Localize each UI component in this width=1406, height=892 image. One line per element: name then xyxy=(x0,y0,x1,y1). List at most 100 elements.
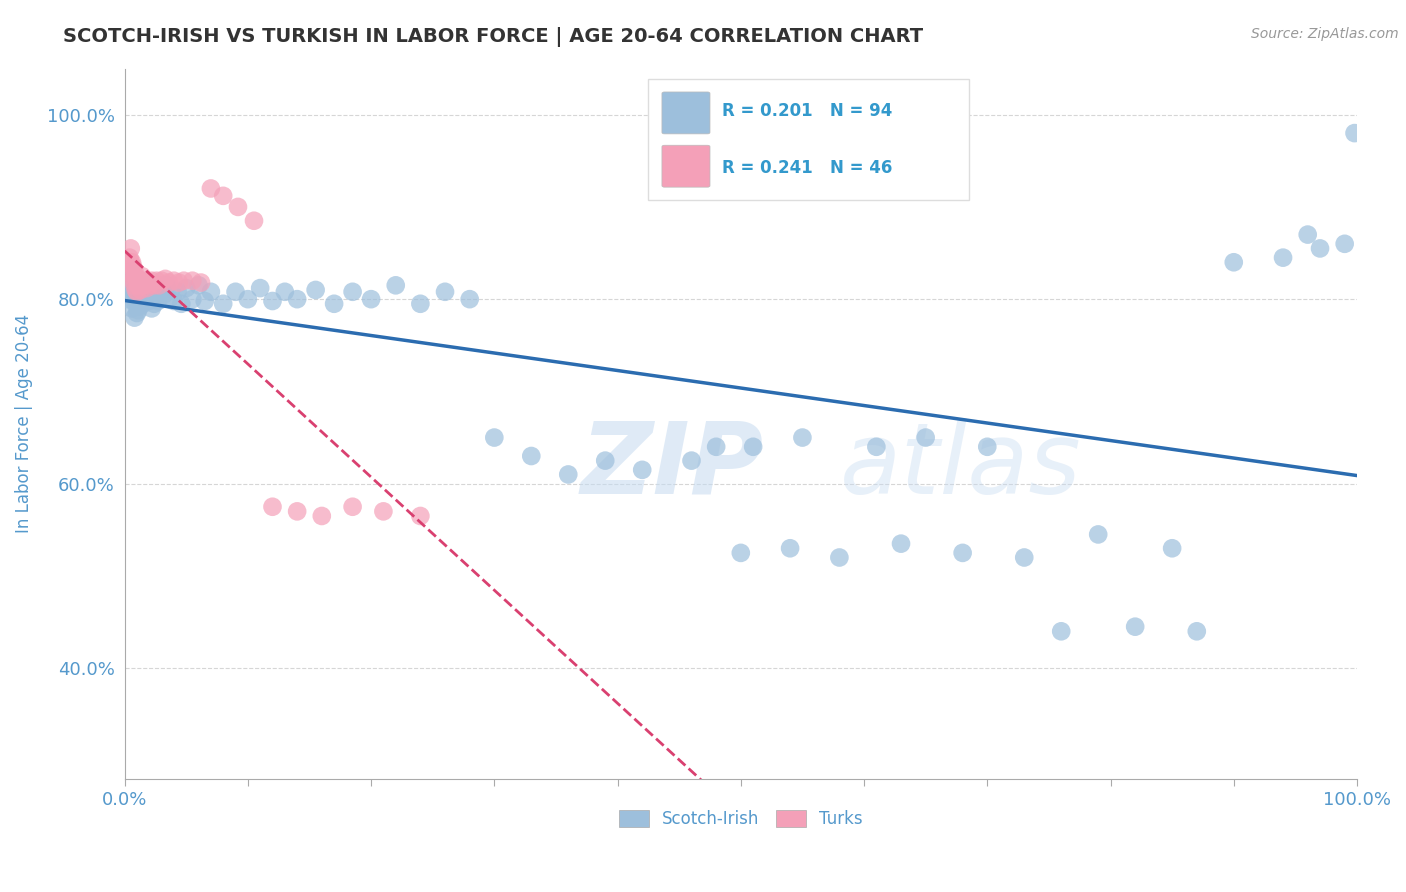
Point xyxy=(976,440,998,454)
Point xyxy=(145,292,167,306)
Point xyxy=(409,508,432,523)
Point xyxy=(138,293,160,308)
Point xyxy=(1161,541,1184,556)
Point xyxy=(143,297,166,311)
Point xyxy=(160,283,183,297)
Point xyxy=(262,293,284,308)
Point xyxy=(127,285,149,299)
Point xyxy=(124,264,146,278)
Point xyxy=(1296,227,1319,242)
Point xyxy=(409,297,432,311)
Point xyxy=(122,287,145,301)
Point xyxy=(225,285,247,299)
Point xyxy=(121,255,143,269)
Point xyxy=(730,546,752,560)
Point xyxy=(121,278,143,293)
Text: R = 0.201   N = 94: R = 0.201 N = 94 xyxy=(723,103,893,120)
Point xyxy=(323,297,346,311)
Point xyxy=(166,285,188,299)
Point xyxy=(157,292,180,306)
Point xyxy=(134,276,156,290)
Point xyxy=(127,303,149,318)
Point xyxy=(134,285,156,299)
Point xyxy=(125,283,148,297)
Point xyxy=(157,276,180,290)
Point xyxy=(142,285,165,299)
Point xyxy=(125,293,148,308)
Point xyxy=(150,283,173,297)
Point xyxy=(136,276,159,290)
Point xyxy=(792,431,814,445)
Point xyxy=(125,285,148,299)
Point xyxy=(952,546,974,560)
Point xyxy=(520,449,543,463)
Point xyxy=(132,281,155,295)
Point xyxy=(167,276,190,290)
Point xyxy=(132,297,155,311)
Point xyxy=(187,278,209,293)
Y-axis label: In Labor Force | Age 20-64: In Labor Force | Age 20-64 xyxy=(15,314,32,533)
Point xyxy=(1012,550,1035,565)
Point xyxy=(484,431,506,445)
Point xyxy=(117,292,139,306)
Point xyxy=(170,297,193,311)
Point xyxy=(249,281,271,295)
Point xyxy=(1123,620,1146,634)
Point xyxy=(125,272,148,286)
Point xyxy=(122,260,145,274)
Point xyxy=(148,278,170,293)
Point xyxy=(139,281,162,295)
Point xyxy=(129,292,152,306)
Point xyxy=(135,278,157,293)
Point xyxy=(194,293,217,308)
Point xyxy=(143,278,166,293)
Point xyxy=(434,285,457,299)
Point xyxy=(200,285,222,299)
Point xyxy=(125,269,148,284)
Point xyxy=(124,285,146,299)
Point xyxy=(120,242,142,256)
Point xyxy=(125,297,148,311)
Point xyxy=(125,276,148,290)
Point xyxy=(1185,624,1208,639)
Point xyxy=(1087,527,1109,541)
Point xyxy=(131,269,153,284)
Text: ZIP: ZIP xyxy=(581,417,763,515)
Point xyxy=(122,269,145,284)
Point xyxy=(779,541,801,556)
Point xyxy=(141,274,163,288)
Point xyxy=(125,281,148,295)
Point xyxy=(135,274,157,288)
Point xyxy=(148,285,170,299)
Point xyxy=(274,285,297,299)
Point xyxy=(121,269,143,284)
Point xyxy=(146,293,169,308)
Point xyxy=(145,274,167,288)
Point xyxy=(153,287,176,301)
FancyBboxPatch shape xyxy=(648,79,969,200)
Point xyxy=(681,453,703,467)
Point xyxy=(557,467,579,482)
Point xyxy=(262,500,284,514)
FancyBboxPatch shape xyxy=(662,92,710,134)
Point xyxy=(360,292,382,306)
Point xyxy=(120,255,142,269)
Point xyxy=(828,550,851,565)
Point xyxy=(136,287,159,301)
Point xyxy=(125,306,148,320)
Point xyxy=(285,504,308,518)
Point xyxy=(593,453,616,467)
Point xyxy=(163,293,186,308)
Point xyxy=(285,292,308,306)
Point xyxy=(373,504,395,518)
Text: SCOTCH-IRISH VS TURKISH IN LABOR FORCE | AGE 20-64 CORRELATION CHART: SCOTCH-IRISH VS TURKISH IN LABOR FORCE |… xyxy=(63,27,924,46)
Point xyxy=(212,189,235,203)
Point xyxy=(128,300,150,314)
Point xyxy=(243,213,266,227)
Point xyxy=(342,285,364,299)
FancyBboxPatch shape xyxy=(662,145,710,187)
Point xyxy=(342,500,364,514)
Point xyxy=(1272,251,1295,265)
Text: Source: ZipAtlas.com: Source: ZipAtlas.com xyxy=(1251,27,1399,41)
Point xyxy=(742,440,765,454)
